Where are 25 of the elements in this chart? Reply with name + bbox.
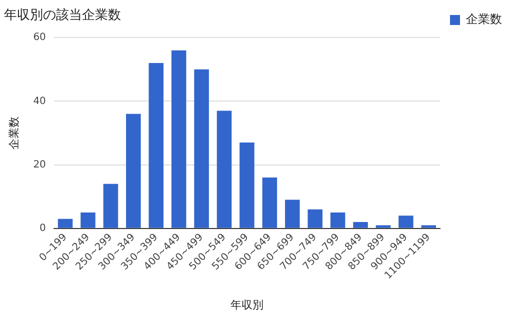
y-tick-label: 0	[40, 222, 46, 234]
bar	[216, 110, 232, 228]
legend-label: 企業数	[466, 12, 502, 26]
bar	[80, 212, 96, 228]
bar	[58, 218, 73, 228]
bar	[126, 114, 141, 228]
y-tick-label: 60	[33, 32, 46, 44]
bar	[171, 50, 186, 228]
bar	[285, 200, 300, 228]
bar	[148, 63, 164, 228]
bar	[353, 222, 368, 228]
bar	[421, 225, 436, 228]
bar	[330, 212, 346, 228]
chart-title: 年収別の該当企業数	[4, 7, 121, 24]
bar	[262, 178, 278, 228]
y-tick-label: 40	[33, 96, 46, 107]
x-axis-title: 年収別	[230, 298, 264, 312]
bar	[398, 216, 414, 228]
bar	[240, 142, 254, 228]
bar	[376, 225, 391, 228]
y-axis-title: 企業数	[7, 116, 20, 150]
bar	[103, 184, 118, 228]
bar	[308, 209, 322, 228]
y-tick-label: 20	[33, 159, 46, 170]
bar	[194, 69, 209, 228]
